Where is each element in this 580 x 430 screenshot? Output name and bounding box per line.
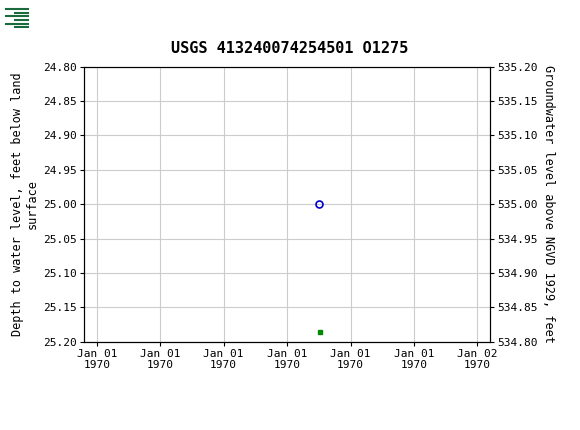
Y-axis label: Depth to water level, feet below land
surface: Depth to water level, feet below land su… [11, 72, 39, 336]
Text: USGS: USGS [61, 9, 121, 28]
Y-axis label: Groundwater level above NGVD 1929, feet: Groundwater level above NGVD 1929, feet [542, 65, 554, 343]
Text: USGS 413240074254501 O1275: USGS 413240074254501 O1275 [171, 41, 409, 56]
FancyBboxPatch shape [5, 4, 57, 32]
